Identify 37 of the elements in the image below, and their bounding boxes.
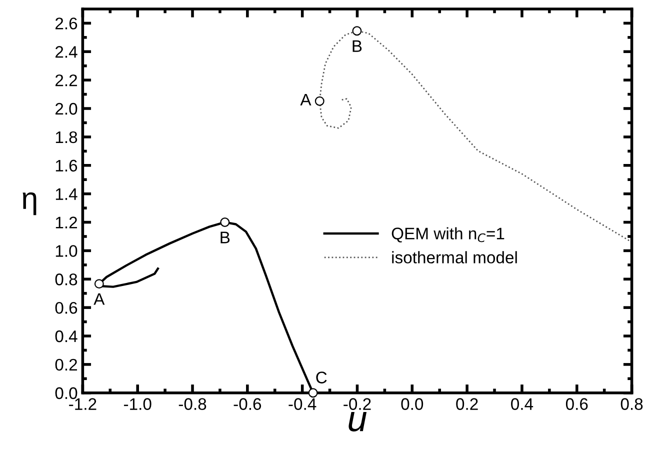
y-tick-label: 2.0 (56, 102, 78, 115)
y-axis-title: η (22, 192, 36, 216)
y-tick-label: 0.6 (55, 302, 78, 314)
y-tick-label: 2.2 (56, 74, 77, 86)
x-tick-label: -0.4 (288, 398, 316, 410)
y-tick-label: 0.0 (55, 387, 78, 400)
annotation: B (220, 232, 230, 244)
point (94, 279, 104, 289)
y-tick-label: 0.2 (55, 358, 77, 371)
y-tick-label: 1.0 (56, 245, 78, 257)
x-tick-label: 0.8 (620, 398, 643, 410)
annotation: A (94, 293, 105, 305)
legend-label: isothermal model (392, 251, 517, 264)
x-axis-title: u (348, 412, 367, 432)
legend-label: QEM with n$_{C}$=1 (392, 227, 504, 242)
x-tick-label: -0.8 (178, 398, 206, 410)
y-tick-label: 1.2 (56, 216, 77, 228)
x-tick-label: -0.2 (344, 398, 371, 410)
x-tick-label: -1.0 (124, 398, 152, 410)
point (308, 388, 318, 398)
y-tick-label: 1.4 (56, 188, 78, 200)
y-tick-label: 2.6 (56, 18, 78, 30)
x-tick-label: 0.6 (566, 398, 588, 410)
x-tick-label: 0.2 (456, 398, 478, 410)
x-tick-label: -1.2 (69, 398, 96, 410)
y-tick-label: 1.8 (56, 131, 78, 144)
y-tick-label: 0.8 (55, 274, 78, 286)
y-tick-label: 1.6 (56, 160, 78, 172)
annotation: B (352, 40, 362, 52)
x-tick-label: 0.0 (401, 398, 424, 410)
y-tick-label: 0.4 (55, 330, 78, 342)
point (220, 218, 230, 227)
y-tick-label: 2.4 (56, 46, 78, 58)
annotation: A (300, 94, 312, 106)
x-tick-label: -0.6 (234, 398, 262, 410)
annotation: C (316, 372, 327, 384)
x-tick-label: 0.4 (511, 398, 534, 410)
